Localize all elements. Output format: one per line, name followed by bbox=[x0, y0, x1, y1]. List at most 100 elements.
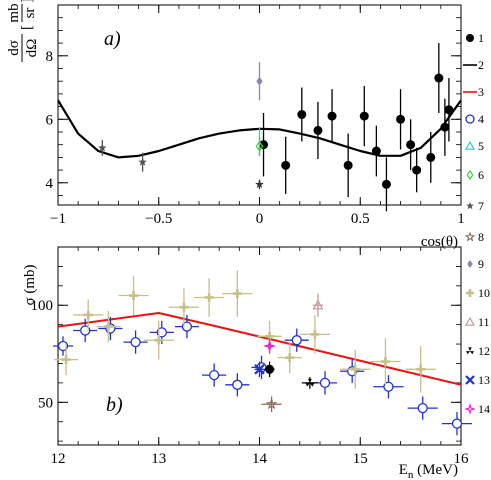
y-tick-label: 6 bbox=[46, 112, 54, 128]
data-point bbox=[255, 136, 264, 156]
data-point bbox=[138, 152, 147, 172]
legend-label: 5 bbox=[478, 139, 484, 153]
series-7 bbox=[98, 139, 147, 172]
data-point bbox=[52, 336, 74, 356]
legend-item: 14 bbox=[464, 402, 490, 416]
series-1 bbox=[259, 43, 454, 212]
x-tick-label: 16 bbox=[454, 451, 470, 467]
data-point bbox=[381, 157, 391, 212]
series-11 bbox=[312, 293, 324, 317]
data-point bbox=[426, 131, 436, 183]
series-1 bbox=[264, 361, 275, 378]
data-point bbox=[359, 85, 369, 147]
data-point bbox=[261, 396, 282, 412]
data-point bbox=[370, 338, 401, 385]
data-point bbox=[202, 363, 227, 387]
data-point bbox=[143, 320, 174, 360]
data-point bbox=[371, 125, 381, 177]
data-point bbox=[396, 89, 406, 150]
legend-item: 7 bbox=[466, 199, 484, 213]
data-point bbox=[405, 346, 436, 393]
y-tick-label: 8 bbox=[46, 49, 54, 65]
data-point bbox=[444, 78, 454, 142]
x-tick-label: 0.5 bbox=[351, 211, 370, 227]
legend-label: 4 bbox=[478, 112, 484, 126]
data-point bbox=[312, 293, 324, 317]
y-axis-unit-num: mb bbox=[6, 3, 22, 22]
series-13 bbox=[254, 361, 265, 378]
data-point bbox=[259, 112, 269, 177]
y-tick-label: 50 bbox=[38, 395, 53, 411]
x-tick-label: 1 bbox=[457, 211, 465, 227]
data-point bbox=[412, 147, 422, 193]
series-7 bbox=[255, 179, 264, 190]
panel-label: a) bbox=[104, 28, 121, 50]
series-6 bbox=[255, 136, 264, 156]
data-point bbox=[174, 314, 200, 339]
data-point bbox=[194, 278, 225, 317]
data-point bbox=[299, 314, 331, 354]
x-tick-label: 0 bbox=[256, 211, 264, 227]
legend-label: 6 bbox=[478, 168, 484, 182]
legend-label: 1 bbox=[478, 31, 484, 45]
y-axis-title-a: dσ dΩ [ mb sr] bbox=[6, 0, 40, 62]
data-point bbox=[301, 377, 318, 389]
x-tick-label: 13 bbox=[151, 451, 166, 467]
legend-label: 11 bbox=[478, 315, 490, 329]
data-point bbox=[73, 299, 104, 331]
legend-item: 8 bbox=[464, 230, 484, 244]
y-axis-title-den: dΩ bbox=[24, 39, 40, 58]
legend-item: 1 bbox=[466, 31, 484, 45]
y-axis-unit-den: sr bbox=[22, 8, 38, 19]
legend-item: 12 bbox=[466, 344, 490, 358]
data-point bbox=[343, 133, 353, 198]
y-axis-title-b: σ (mb) bbox=[22, 265, 38, 306]
data-point bbox=[168, 287, 200, 327]
series-14 bbox=[263, 338, 276, 354]
y-tick-label: 4 bbox=[46, 176, 54, 192]
legend-item: 11 bbox=[464, 315, 490, 329]
data-point bbox=[297, 87, 307, 142]
bracket-close: ] bbox=[19, 0, 35, 3]
data-point bbox=[98, 139, 107, 156]
series-9 bbox=[256, 62, 263, 101]
legend-item: 5 bbox=[464, 139, 484, 153]
data-point bbox=[256, 62, 263, 101]
bracket-open: [ bbox=[19, 25, 35, 30]
x-tick-label: 15 bbox=[353, 451, 368, 467]
legend-item: 10 bbox=[466, 286, 490, 300]
data-point bbox=[284, 328, 309, 352]
data-point bbox=[340, 359, 365, 383]
series-4 bbox=[52, 314, 473, 436]
data-point bbox=[53, 344, 79, 376]
legend-label: 10 bbox=[478, 286, 490, 300]
legend-label: 8 bbox=[478, 230, 484, 244]
legend-label: 3 bbox=[478, 85, 484, 99]
data-point bbox=[373, 375, 404, 399]
legend-label: 7 bbox=[478, 199, 484, 213]
y-axis-title-num: dσ bbox=[6, 40, 22, 56]
data-point bbox=[254, 361, 265, 378]
legend-label: 9 bbox=[478, 257, 484, 271]
data-point bbox=[222, 270, 253, 317]
data-point bbox=[123, 330, 148, 354]
data-point bbox=[118, 276, 149, 315]
legend-label: 13 bbox=[478, 373, 490, 387]
data-point bbox=[406, 119, 416, 171]
y-tick-label: 100 bbox=[31, 298, 54, 314]
legend-label: 14 bbox=[478, 402, 490, 416]
legend-item: 2 bbox=[463, 58, 484, 72]
legend-label: 2 bbox=[478, 58, 484, 72]
data-point bbox=[434, 43, 444, 113]
data-point bbox=[255, 179, 264, 190]
data-point bbox=[264, 361, 275, 378]
x-tick-label: 14 bbox=[252, 451, 268, 467]
data-point bbox=[281, 136, 291, 194]
legend-item: 9 bbox=[467, 257, 484, 271]
data-point bbox=[327, 89, 337, 144]
x-axis-title-b: En (MeV) bbox=[399, 462, 458, 480]
x-tick-label: 12 bbox=[51, 451, 66, 467]
data-point bbox=[225, 373, 250, 397]
